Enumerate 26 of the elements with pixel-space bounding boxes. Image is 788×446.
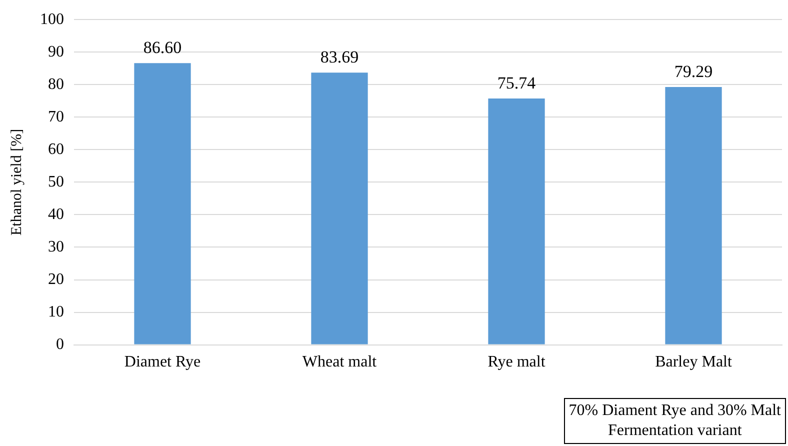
- y-tick-label: 50: [48, 173, 64, 190]
- y-tick-label: 80: [48, 76, 64, 93]
- y-tick-label: 60: [48, 140, 64, 158]
- y-tick-label: 90: [48, 43, 64, 60]
- text: Fermentation variant: [607, 421, 743, 441]
- data-label: 86.60: [143, 38, 182, 58]
- data-label: 83.69: [320, 48, 359, 67]
- data-label: 79.29: [674, 62, 713, 81]
- x-tick-label: Barley Malt: [655, 354, 732, 371]
- y-tick-label: 20: [48, 270, 64, 288]
- y-tick-label: 100: [40, 10, 64, 28]
- bar: [311, 72, 368, 344]
- y-tick-label: 70: [48, 108, 64, 126]
- bar: [665, 86, 722, 344]
- y-tick-label: 30: [48, 238, 64, 256]
- x-tick-label: Diamet Rye: [124, 354, 201, 371]
- text: 70% Diament Rye and 30% Malt: [568, 401, 781, 421]
- data-label: 75.74: [497, 73, 536, 92]
- y-tick-label: 10: [48, 303, 64, 320]
- bar: [134, 63, 191, 344]
- y-tick-label: 0: [56, 336, 64, 354]
- y-tick-label: 40: [48, 206, 64, 223]
- x-tick-label: Rye malt: [488, 354, 546, 371]
- x-tick-label: Wheat malt: [302, 354, 378, 371]
- bar: [488, 98, 545, 344]
- y-axis-title: Ethanol yield [%]: [8, 128, 25, 236]
